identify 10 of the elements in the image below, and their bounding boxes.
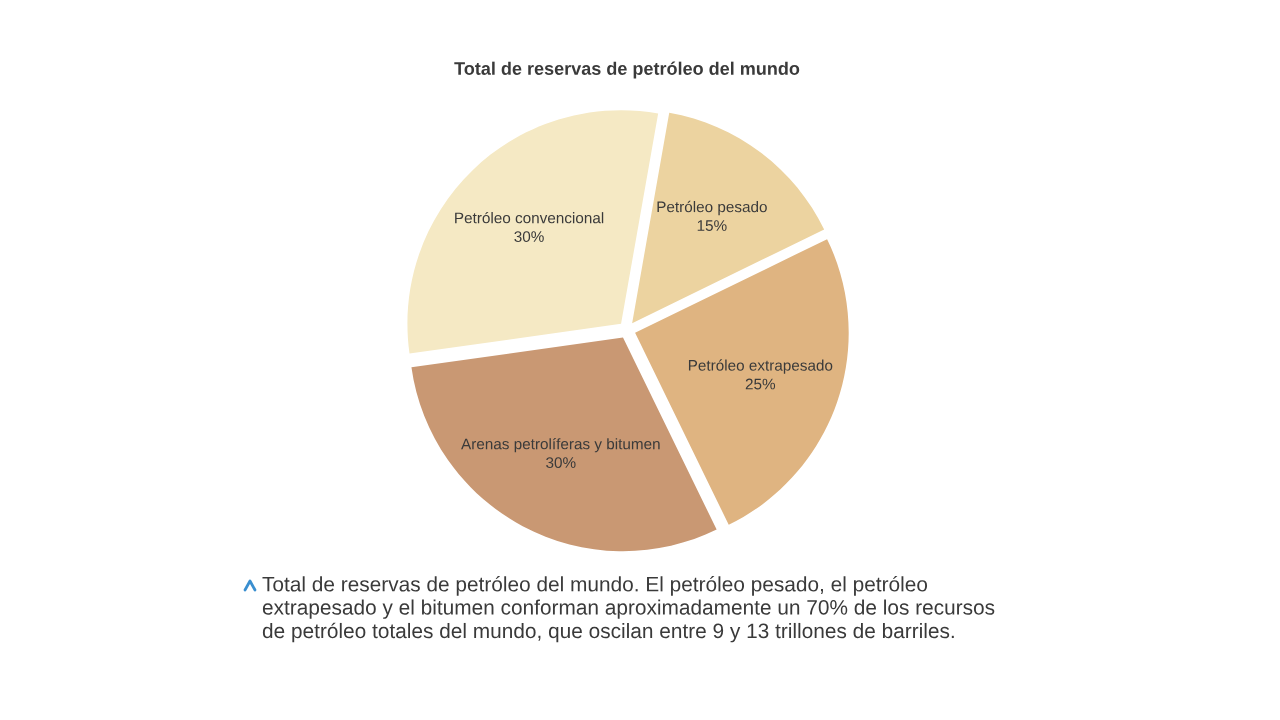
data-label: 30%: [546, 457, 576, 469]
slice-label: Arenas petrolíferas y bitumen: [461, 437, 660, 453]
data-label: 25%: [745, 378, 776, 390]
chart-title: Total de reservas de petróleo del mundo: [454, 61, 800, 79]
text: Total de reservas de petróleo del mundo. El petróleo pesado, el petróleo extrapesado y el bitumen conforman aproximadamente un 70% de los recursos de petróleo totales del mundo, que oscilan entre 9 y 13 trillones de barriles.: [262, 576, 995, 643]
data-label: 15%: [697, 220, 727, 231]
slice-label: Petróleo pesado: [657, 200, 767, 216]
data-label: 30%: [514, 231, 544, 243]
slice-label: Petróleo extrapesado: [688, 359, 833, 374]
slice-label: Petróleo convencional: [455, 211, 604, 224]
